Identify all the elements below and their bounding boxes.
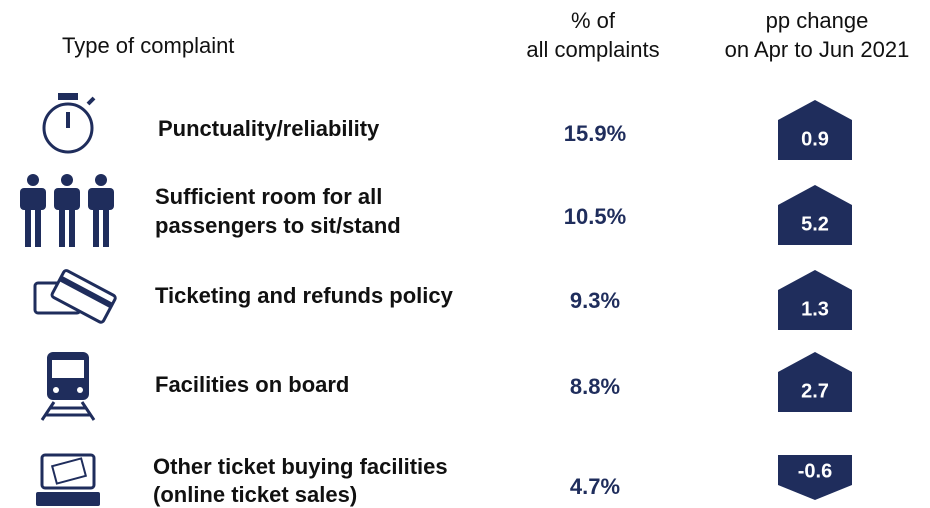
change-value: 2.7 xyxy=(801,380,829,402)
computer-icon xyxy=(36,453,100,506)
card-icon xyxy=(33,269,117,324)
change-value: 1.3 xyxy=(801,298,829,320)
change-badge xyxy=(778,185,852,245)
percent-header: all complaints xyxy=(526,37,659,62)
change-value: 0.9 xyxy=(801,128,829,150)
percent-value: 4.7% xyxy=(570,474,620,499)
change-value: 5.2 xyxy=(801,213,829,235)
complaint-label: Other ticket buying facilities xyxy=(153,454,448,479)
change-value: -0.6 xyxy=(798,460,832,482)
percent-value: 8.8% xyxy=(570,374,620,399)
change-badge xyxy=(778,455,852,500)
change-badge xyxy=(778,270,852,330)
complaint-label: Punctuality/reliability xyxy=(158,116,380,141)
complaint-label: Facilities on board xyxy=(155,372,349,397)
percent-value: 10.5% xyxy=(564,204,626,229)
percent-value: 15.9% xyxy=(564,121,626,146)
complaint-label: passengers to sit/stand xyxy=(155,213,401,238)
percent-header: % of xyxy=(571,8,616,33)
type-header: Type of complaint xyxy=(62,33,234,58)
complaint-label: (online ticket sales) xyxy=(153,482,357,507)
change-header: on Apr to Jun 2021 xyxy=(725,37,910,62)
change-header: pp change xyxy=(766,8,869,33)
complaint-label: Ticketing and refunds policy xyxy=(155,283,454,308)
people-icon xyxy=(20,174,114,247)
percent-value: 9.3% xyxy=(570,288,620,313)
complaint-label: Sufficient room for all xyxy=(155,184,382,209)
change-badge xyxy=(778,352,852,412)
change-badge xyxy=(778,100,852,160)
train-icon xyxy=(40,352,96,421)
stopwatch-icon xyxy=(42,93,96,154)
